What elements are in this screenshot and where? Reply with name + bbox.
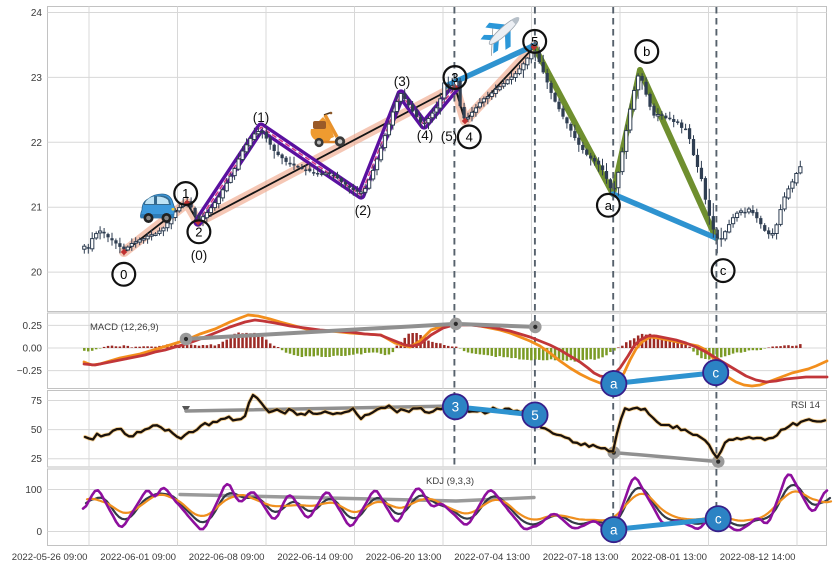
svg-text:2022-08-12 14:00: 2022-08-12 14:00 [720, 552, 796, 563]
svg-text:5: 5 [531, 34, 538, 49]
svg-text:0: 0 [36, 527, 42, 538]
svg-text:a: a [605, 198, 613, 213]
svg-text:2022-06-01 09:00: 2022-06-01 09:00 [100, 552, 176, 563]
svg-text:23: 23 [31, 73, 43, 84]
svg-text:−0.25: −0.25 [17, 366, 43, 377]
svg-text:5: 5 [531, 408, 539, 423]
svg-text:RSI 14: RSI 14 [791, 400, 820, 411]
svg-text:a: a [610, 522, 618, 537]
svg-text:KDJ (9,3,3): KDJ (9,3,3) [426, 476, 474, 487]
svg-text:3: 3 [451, 70, 458, 85]
svg-text:4: 4 [466, 129, 473, 144]
svg-text:2: 2 [195, 224, 202, 239]
svg-text:2022-06-14 09:00: 2022-06-14 09:00 [277, 552, 353, 563]
svg-text:(5): (5) [441, 129, 458, 144]
svg-text:100: 100 [25, 485, 42, 496]
svg-text:0.00: 0.00 [23, 344, 43, 355]
svg-text:50: 50 [31, 425, 43, 436]
svg-text:2022-08-01 13:00: 2022-08-01 13:00 [631, 552, 707, 563]
svg-text:24: 24 [31, 8, 43, 19]
svg-text:(1): (1) [253, 110, 270, 125]
svg-text:25: 25 [31, 454, 43, 465]
svg-text:(3): (3) [394, 74, 411, 89]
svg-text:2022-07-04 13:00: 2022-07-04 13:00 [454, 552, 530, 563]
svg-text:(4): (4) [417, 128, 434, 143]
svg-text:c: c [712, 365, 719, 380]
svg-text:0: 0 [120, 267, 127, 282]
svg-text:(2): (2) [355, 203, 372, 218]
svg-text:22: 22 [31, 138, 43, 149]
svg-text:75: 75 [31, 396, 43, 407]
svg-text:2022-07-18 13:00: 2022-07-18 13:00 [543, 552, 619, 563]
svg-text:21: 21 [31, 203, 43, 214]
svg-text:20: 20 [31, 268, 43, 279]
svg-text:(0): (0) [191, 248, 208, 263]
svg-text:3: 3 [452, 400, 460, 415]
svg-text:c: c [715, 512, 722, 527]
svg-text:2022-05-26 09:00: 2022-05-26 09:00 [12, 552, 88, 563]
svg-text:c: c [720, 263, 727, 278]
svg-text:0.25: 0.25 [23, 321, 43, 332]
svg-text:a: a [610, 376, 618, 391]
svg-text:2022-06-20 13:00: 2022-06-20 13:00 [366, 552, 442, 563]
svg-text:b: b [643, 44, 650, 59]
svg-text:1: 1 [182, 186, 189, 201]
svg-text:MACD (12,26,9): MACD (12,26,9) [90, 322, 159, 333]
svg-text:2022-06-08 09:00: 2022-06-08 09:00 [189, 552, 265, 563]
